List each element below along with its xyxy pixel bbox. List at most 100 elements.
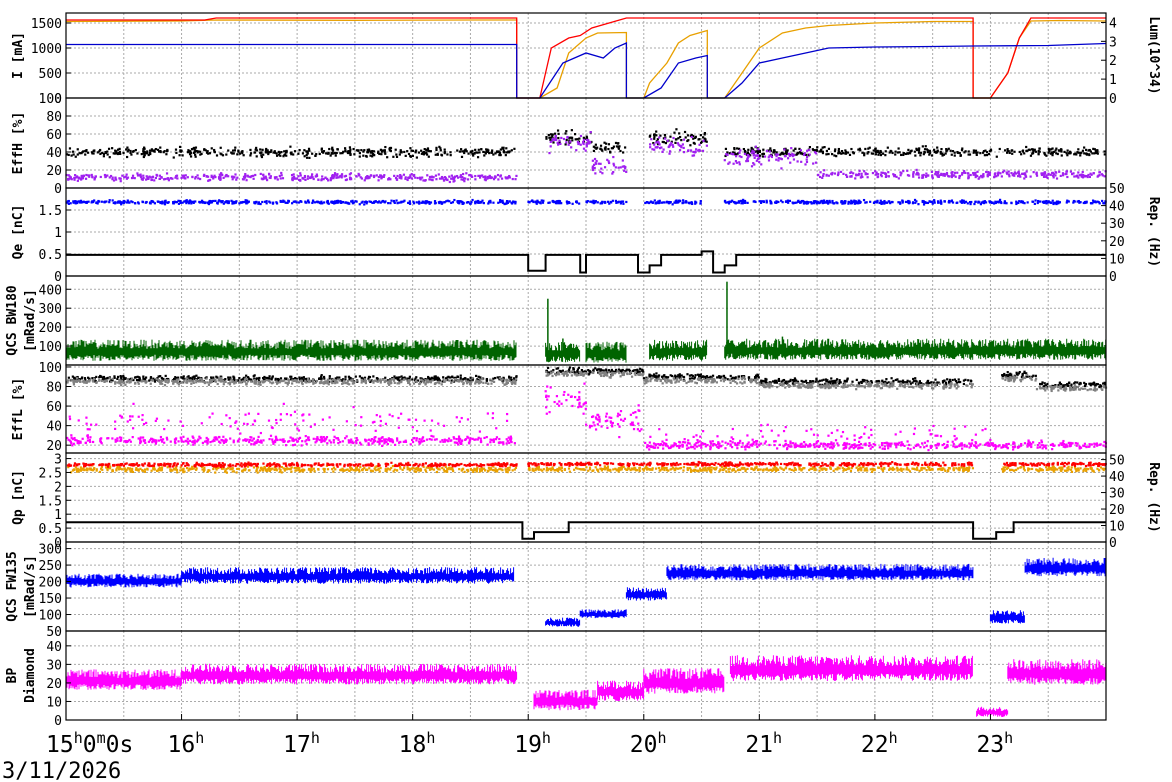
- effl-point: [338, 376, 341, 379]
- effh-point: [443, 148, 446, 151]
- effh-point: [672, 145, 675, 148]
- effl-point: [451, 376, 454, 379]
- effh-point: [306, 177, 309, 180]
- effl-point: [710, 377, 713, 380]
- effl-point: [434, 377, 437, 380]
- effh-point: [471, 152, 474, 156]
- effl-point: [964, 378, 967, 381]
- qe-point: [558, 201, 561, 204]
- effh-point: [746, 158, 749, 161]
- qe-point: [853, 199, 856, 202]
- effl-point: [364, 380, 367, 383]
- effh-point: [700, 140, 704, 143]
- effl-point: [645, 376, 648, 379]
- effh-point: [902, 153, 905, 157]
- effl-point: [416, 379, 420, 382]
- qe-point: [246, 201, 249, 204]
- effh-point: [507, 150, 510, 153]
- effh-point: [1029, 175, 1032, 178]
- effh-point: [951, 170, 954, 174]
- qe-point: [1056, 201, 1059, 204]
- effh-point: [451, 177, 454, 180]
- effl-point: [587, 369, 590, 372]
- effh-point: [552, 141, 555, 144]
- effh-point: [103, 173, 107, 177]
- effh-point: [126, 150, 129, 153]
- effl-point: [363, 378, 366, 381]
- effh-point: [827, 147, 831, 150]
- effh-point: [549, 138, 552, 141]
- qe-point: [239, 201, 243, 204]
- effh-point: [931, 175, 934, 178]
- effl-point: [501, 380, 504, 383]
- effh-point: [202, 174, 206, 177]
- qe-point: [224, 201, 227, 204]
- effh-point: [827, 174, 830, 177]
- effl-point: [206, 381, 209, 384]
- effl-point: [570, 374, 573, 377]
- qe-point: [653, 199, 656, 202]
- effh-point: [607, 160, 610, 163]
- effh-point: [208, 178, 212, 182]
- effl-point: [474, 382, 477, 385]
- effl-point: [750, 380, 754, 383]
- effh-point: [950, 153, 953, 156]
- effl-point: [434, 375, 437, 379]
- effh-point: [600, 148, 603, 151]
- effl-point: [1039, 382, 1042, 386]
- effh-point: [227, 149, 230, 152]
- effh-point: [732, 153, 735, 156]
- effh-point: [724, 154, 727, 158]
- effh-point: [344, 174, 348, 178]
- qe-point: [921, 199, 924, 203]
- effh-point: [99, 148, 102, 152]
- effh-point: [1059, 174, 1062, 177]
- qcs_bw-trace: [585, 341, 627, 363]
- effl-point: [1092, 381, 1096, 384]
- effh-point: [690, 133, 693, 137]
- effl-point: [393, 375, 396, 378]
- effl-point: [312, 377, 315, 381]
- effh-point: [751, 149, 754, 152]
- effl-point: [253, 377, 256, 380]
- effh-point: [593, 166, 596, 170]
- effl-point: [239, 381, 243, 384]
- effh-point: [119, 152, 122, 155]
- effl-point: [163, 384, 167, 387]
- effh-point: [325, 152, 328, 155]
- effh-point: [340, 174, 343, 177]
- effl-point: [85, 380, 88, 383]
- effh-point: [950, 175, 953, 179]
- effl-point: [821, 386, 824, 389]
- effh-point: [437, 173, 440, 176]
- effh-point: [142, 152, 145, 155]
- effh-point: [88, 175, 91, 178]
- effl-point: [469, 383, 472, 386]
- effh-point: [1047, 151, 1050, 154]
- effl-point: [245, 374, 248, 377]
- effh-point: [430, 175, 433, 179]
- qe-point: [760, 200, 763, 203]
- effl-point: [575, 374, 578, 377]
- effl-point: [618, 371, 621, 375]
- effh-point: [565, 130, 568, 133]
- effl-point: [448, 379, 451, 382]
- effh-point: [746, 156, 749, 159]
- effl-point: [1045, 384, 1048, 387]
- effh-point: [866, 172, 869, 176]
- qe-point: [536, 199, 539, 202]
- qe-point: [179, 201, 182, 205]
- effh-point: [790, 147, 793, 150]
- qe-point: [592, 202, 595, 205]
- effh-point: [322, 150, 326, 153]
- effh-point: [486, 177, 489, 180]
- qe-point: [127, 201, 130, 204]
- effl-point: [793, 383, 796, 386]
- effh-point: [474, 148, 477, 151]
- effh-point: [697, 149, 700, 152]
- effh-point: [175, 175, 178, 178]
- effh-point: [389, 149, 392, 152]
- effh-point: [1064, 173, 1067, 176]
- effh-point: [1065, 152, 1068, 155]
- effl-point: [142, 377, 145, 380]
